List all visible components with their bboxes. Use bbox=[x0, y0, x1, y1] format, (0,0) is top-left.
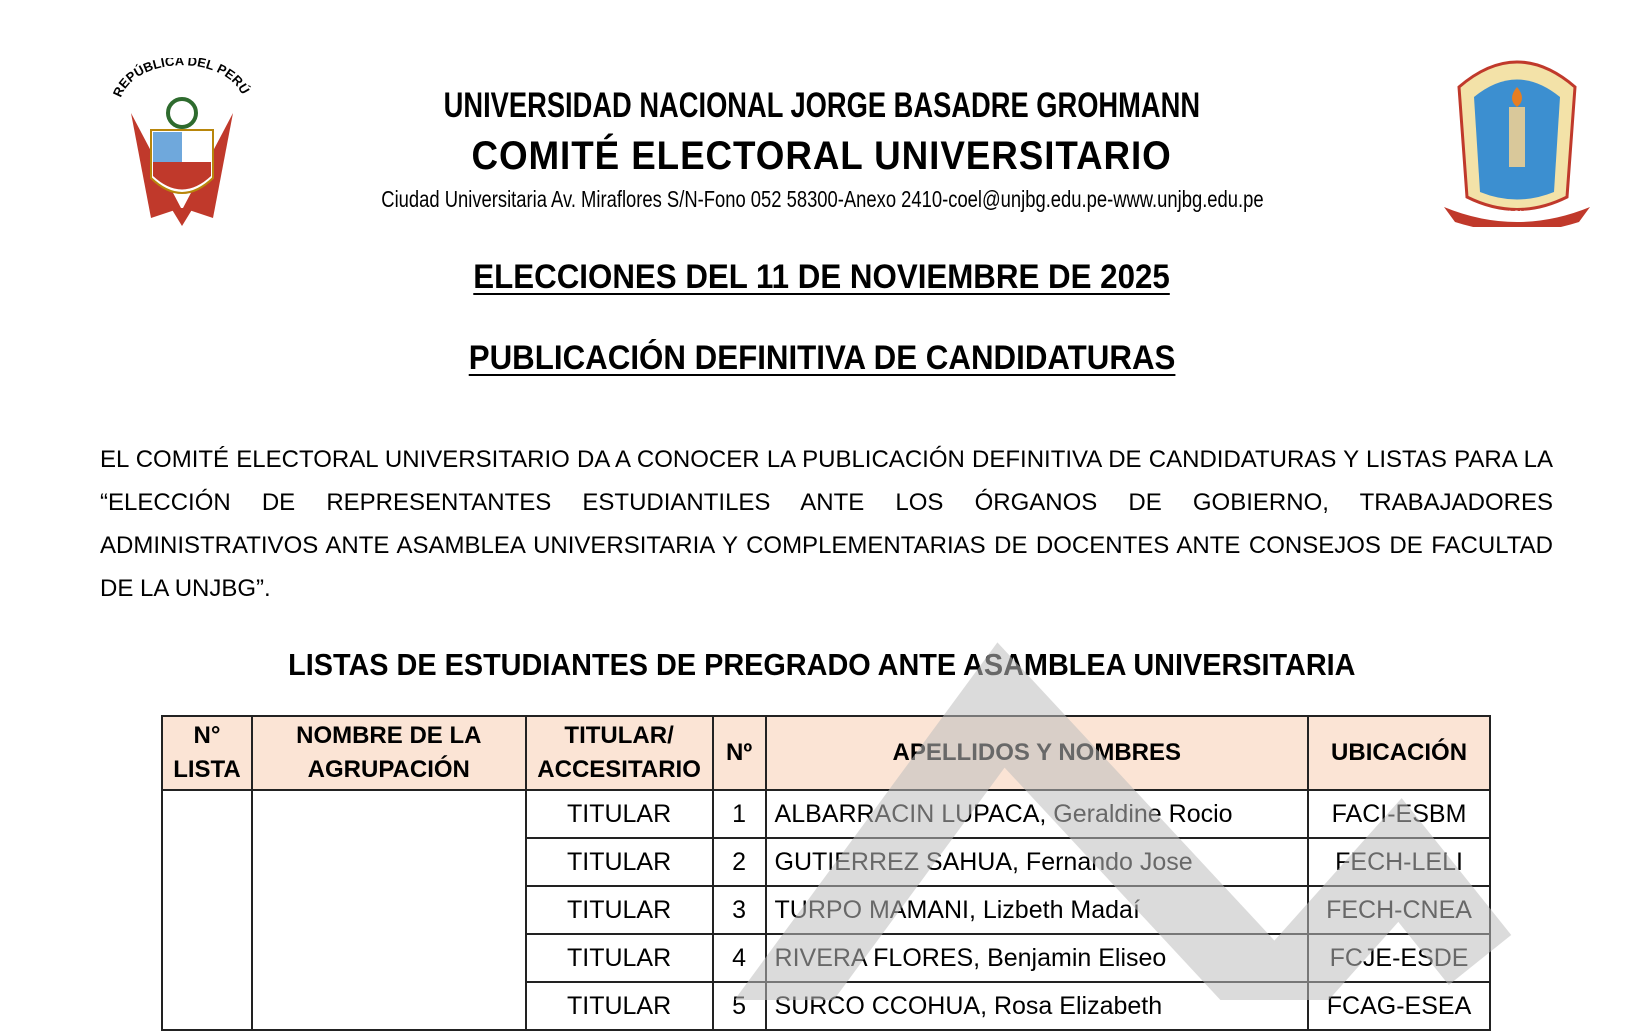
election-title: ELECCIONES DEL 11 DE NOVIEMBRE DE 2025 bbox=[473, 258, 1171, 296]
tipo-cell: TITULAR bbox=[524, 981, 714, 1031]
numero-cell: 1 bbox=[711, 789, 767, 839]
tipo-cell: TITULAR bbox=[524, 933, 714, 983]
agrupacion-cell bbox=[250, 789, 527, 1031]
svg-text:TACNA: TACNA bbox=[1502, 209, 1532, 219]
nombre-cell: ALBARRACIN LUPACA, Geraldine Rocio bbox=[764, 789, 1310, 839]
ubicacion-cell: FECH-CNEA bbox=[1307, 885, 1491, 935]
candidates-table: N° LISTA NOMBRE DE LA AGRUPACIÓN TITULAR… bbox=[161, 715, 1491, 1031]
publication-title: PUBLICACIÓN DEFINITIVA DE CANDIDATURAS bbox=[468, 339, 1176, 377]
col-ubicacion: UBICACIÓN bbox=[1307, 715, 1491, 791]
ubicacion-cell: FACI-ESBM bbox=[1307, 789, 1491, 839]
table-header-row: N° LISTA NOMBRE DE LA AGRUPACIÓN TITULAR… bbox=[161, 715, 1491, 791]
ubicacion-cell: FECH-LELI bbox=[1307, 837, 1491, 887]
tipo-cell: TITULAR bbox=[524, 837, 714, 887]
ubicacion-cell: FCAG-ESEA bbox=[1307, 981, 1491, 1031]
col-tipo: TITULAR/ ACCESITARIO bbox=[524, 715, 714, 791]
university-name: UNIVERSIDAD NACIONAL JORGE BASADRE GROHM… bbox=[443, 86, 1201, 125]
nombre-cell: TURPO MAMANI, Lizbeth Madaí bbox=[764, 885, 1310, 935]
section-title: LISTAS DE ESTUDIANTES DE PREGRADO ANTE A… bbox=[288, 647, 1356, 682]
nombre-cell: SURCO CCOHUA, Rosa Elizabeth bbox=[764, 981, 1310, 1031]
peru-coat-of-arms-icon: REPÚBLICA DEL PERÚ bbox=[111, 58, 253, 226]
col-lista: N° LISTA bbox=[161, 715, 253, 791]
nombre-cell: RIVERA FLORES, Benjamin Eliseo bbox=[764, 933, 1310, 983]
col-numero: Nº bbox=[711, 715, 767, 791]
numero-cell: 2 bbox=[711, 837, 767, 887]
lista-cell bbox=[161, 789, 253, 1031]
numero-cell: 4 bbox=[711, 933, 767, 983]
contact-address: Ciudad Universitaria Av. Miraflores S/N-… bbox=[380, 186, 1264, 212]
col-nombres: APELLIDOS Y NOMBRES bbox=[764, 715, 1310, 791]
numero-cell: 5 bbox=[711, 981, 767, 1031]
nombre-cell: GUTIERREZ SAHUA, Fernando Jose bbox=[764, 837, 1310, 887]
numero-cell: 3 bbox=[711, 885, 767, 935]
tipo-cell: TITULAR bbox=[524, 885, 714, 935]
table-row: TITULAR 1 ALBARRACIN LUPACA, Geraldine R… bbox=[161, 789, 1491, 1031]
committee-name: COMITÉ ELECTORAL UNIVERSITARIO bbox=[471, 134, 1173, 178]
unjbg-crest-icon: TACNA bbox=[1444, 60, 1590, 227]
col-agrupacion: NOMBRE DE LA AGRUPACIÓN bbox=[250, 715, 527, 791]
ubicacion-cell: FCJE-ESDE bbox=[1307, 933, 1491, 983]
tipo-cell: TITULAR bbox=[524, 789, 714, 839]
announcement-paragraph: EL COMITÉ ELECTORAL UNIVERSITARIO DA A C… bbox=[100, 446, 1553, 602]
